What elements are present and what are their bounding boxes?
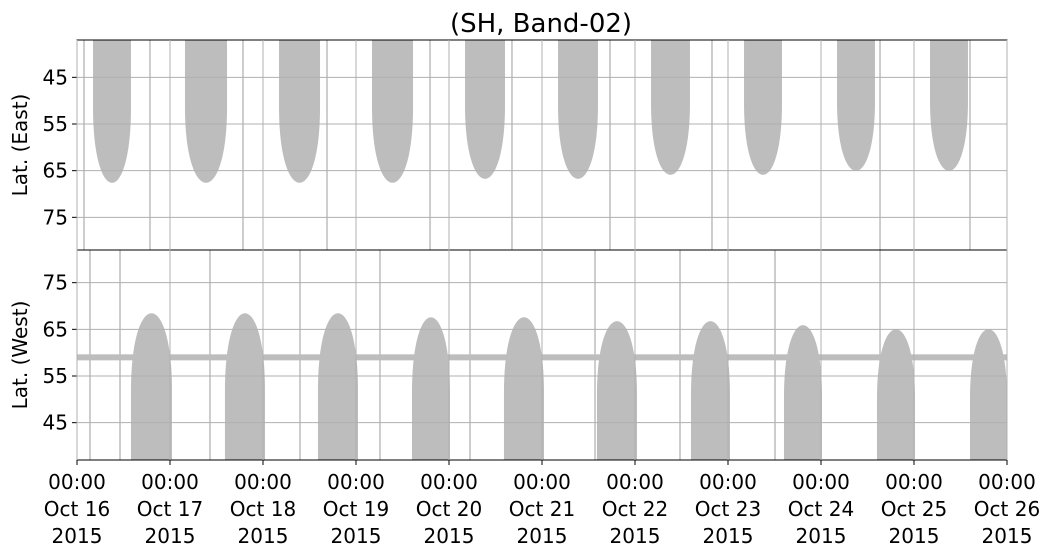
coverage-blob (465, 40, 505, 179)
coverage-blob (317, 313, 359, 460)
coverage-blob (93, 40, 131, 183)
coverage-blob (596, 321, 638, 460)
coverage-blob (930, 40, 968, 171)
coverage-blob (411, 317, 450, 460)
y-tick-label: 45 (43, 411, 68, 435)
y-axis-label: Lat. (East) (8, 94, 32, 197)
coverage-blob (969, 329, 1007, 460)
coverage-blob (690, 321, 731, 460)
x-tick-label: 00:00 Oct 20 2015 (416, 470, 482, 548)
x-tick-label: 00:00 Oct 18 2015 (230, 470, 296, 548)
chart-title: (SH, Band-02) (450, 9, 632, 39)
y-tick-label: 65 (43, 317, 68, 341)
coverage-blob (279, 40, 321, 183)
x-tick-label: 00:00 Oct 25 2015 (881, 470, 947, 548)
x-tick-label: 00:00 Oct 16 2015 (44, 470, 110, 548)
coverage-blob (184, 40, 228, 183)
coverage-blob (783, 325, 822, 460)
y-tick-label: 75 (43, 205, 68, 229)
y-axis-label: Lat. (West) (8, 301, 32, 410)
x-tick-label: 00:00 Oct 24 2015 (788, 470, 854, 548)
coverage-blob (651, 40, 690, 175)
x-tick-label: 00:00 Oct 26 2015 (974, 470, 1040, 548)
y-tick-label: 45 (43, 65, 68, 89)
y-tick-label: 55 (43, 112, 68, 136)
y-tick-label: 75 (43, 271, 68, 295)
x-tick-label: 00:00 Oct 19 2015 (323, 470, 389, 548)
x-tick-label: 00:00 Oct 23 2015 (695, 470, 761, 548)
coverage-blob (876, 329, 915, 460)
coverage-blob (130, 313, 173, 460)
coverage-blob (837, 40, 875, 171)
plot-area (77, 40, 1007, 460)
x-tick-label: 00:00 Oct 21 2015 (509, 470, 575, 548)
x-tick-label: 00:00 Oct 17 2015 (137, 470, 203, 548)
y-tick-label: 65 (43, 159, 68, 183)
coverage-blob (558, 40, 598, 179)
coverage-blob (744, 40, 782, 175)
coverage-blob (224, 313, 266, 460)
coverage-blob (503, 317, 545, 460)
y-tick-label: 55 (43, 364, 68, 388)
coverage-blob (372, 40, 414, 183)
x-tick-label: 00:00 Oct 22 2015 (602, 470, 668, 548)
